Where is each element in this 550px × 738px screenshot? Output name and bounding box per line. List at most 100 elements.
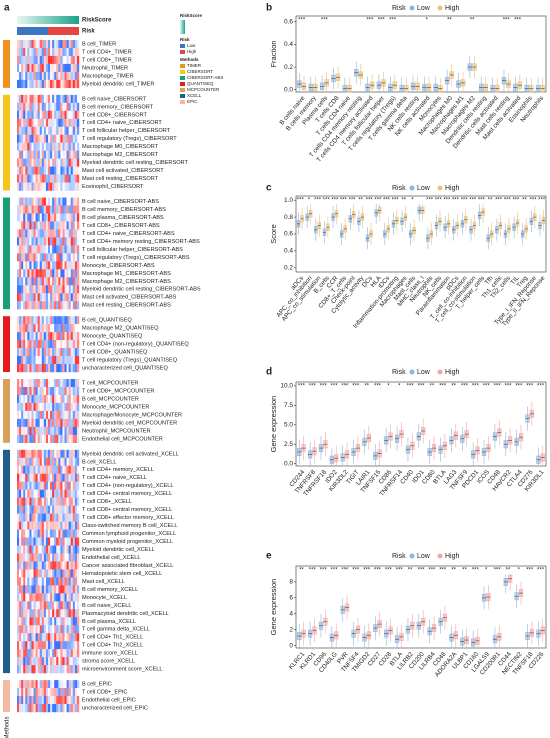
heatmap-cell [17,166,20,175]
heatmap-cell [56,473,59,482]
heatmap-cell [52,473,55,482]
heatmap-cell [33,465,36,474]
heatmap-cell [29,410,32,420]
heatmap-cell [33,356,36,365]
heatmap-cell [31,269,34,278]
heatmap-cell [70,561,73,570]
heatmap-cell [33,277,36,286]
heatmap-cell [31,529,34,538]
heatmap-cell [76,47,80,57]
heatmap-cell [64,71,67,81]
heatmap-cell [27,158,30,167]
heatmap-cell [62,63,65,73]
heatmap-cell [27,529,30,538]
row-label: T cell CD8+_CIBERSORT-ABS [82,223,160,229]
heatmap-cell [31,205,34,214]
row-label: Myeloid dendritic cell activated_XCELL [82,451,179,457]
heatmap-cell [23,174,26,183]
heatmap-cell [52,348,55,357]
heatmap-cell [76,537,80,546]
heatmap-cell [45,633,49,642]
heatmap-cell [58,293,61,302]
heatmap-cell [60,497,63,506]
heatmap-cell [23,134,26,143]
heatmap-cell [76,348,80,357]
heatmap-cell [37,625,40,634]
heatmap-cell [66,577,69,586]
heatmap-cell [74,641,78,650]
heatmap-cell [41,158,45,167]
legend-key [409,369,415,375]
heatmap-cell [60,665,63,674]
row-label: B cell_MCPCOUNTER [82,396,139,402]
row-label: T cell CD8+_XCELL [82,499,132,505]
heatmap-cell [35,688,38,697]
heatmap-cell [48,617,51,626]
heatmap-cell [37,609,40,618]
heatmap-cell [64,182,67,191]
heatmap-cell [21,418,24,428]
heatmap-cell [27,410,30,420]
heatmap-cell [41,356,45,365]
heatmap-cell [58,513,61,522]
heatmap-cell [31,316,34,325]
heatmap-cell [45,253,49,262]
heatmap-cell [62,134,65,143]
heatmap-cell [37,55,40,65]
heatmap-cell [27,197,30,206]
heatmap-cell [76,356,80,365]
heatmap-cell [29,348,32,357]
heatmap-cell [76,301,80,310]
heatmap-cell [43,142,47,151]
heatmap-cell [60,94,63,104]
heatmap-cell [58,601,61,610]
heatmap-cell [52,205,55,214]
heatmap-cell [74,245,78,254]
row-label: T cell regulatory (Tregs)_CIBERSORT-ABS [82,255,190,261]
heatmap-cell [33,348,36,357]
heatmap-cell [62,625,65,634]
heatmap-cell [19,497,22,506]
heatmap-cell [43,379,47,388]
heatmap-cell [43,688,47,697]
heatmap-cell [72,356,76,365]
heatmap-cell [76,513,80,522]
legend-label: XCELL [187,93,202,98]
heatmap-cell [27,332,30,341]
heatmap-cell [74,166,78,175]
heatmap-cell [33,418,36,428]
heatmap-cell [70,704,73,713]
heatmap-cell [48,316,51,325]
heatmap-cell [29,641,32,650]
heatmap-cell [58,561,61,570]
heatmap-cell [54,585,57,594]
heatmap-cell [66,158,69,167]
heatmap-cell [25,577,28,586]
heatmap-cell [27,79,30,89]
heatmap-cell [66,102,69,111]
heatmap-cell [31,94,34,104]
heatmap-cell [19,205,22,214]
heatmap-cell [33,601,36,610]
heatmap-cell [23,688,26,697]
heatmap-cell [60,126,63,135]
heatmap-cell [45,134,49,143]
heatmap-cell [60,609,63,618]
heatmap-cell [39,118,42,127]
heatmap-cell [72,237,76,246]
heatmap-cell [35,134,38,143]
heatmap-cell [39,434,42,444]
heatmap-cell [45,118,49,127]
heatmap-cell [27,418,30,428]
heatmap-cell [39,465,42,474]
heatmap-cell [60,356,63,365]
heatmap-cell [35,197,38,206]
heatmap-cell [27,537,30,546]
heatmap-cell [21,197,24,206]
heatmap-cell [21,553,24,562]
heatmap-cell [19,253,22,262]
heatmap-cell [58,569,61,578]
heatmap-cell [29,497,32,506]
heatmap-cell [19,316,22,325]
heatmap-cell [54,410,57,420]
